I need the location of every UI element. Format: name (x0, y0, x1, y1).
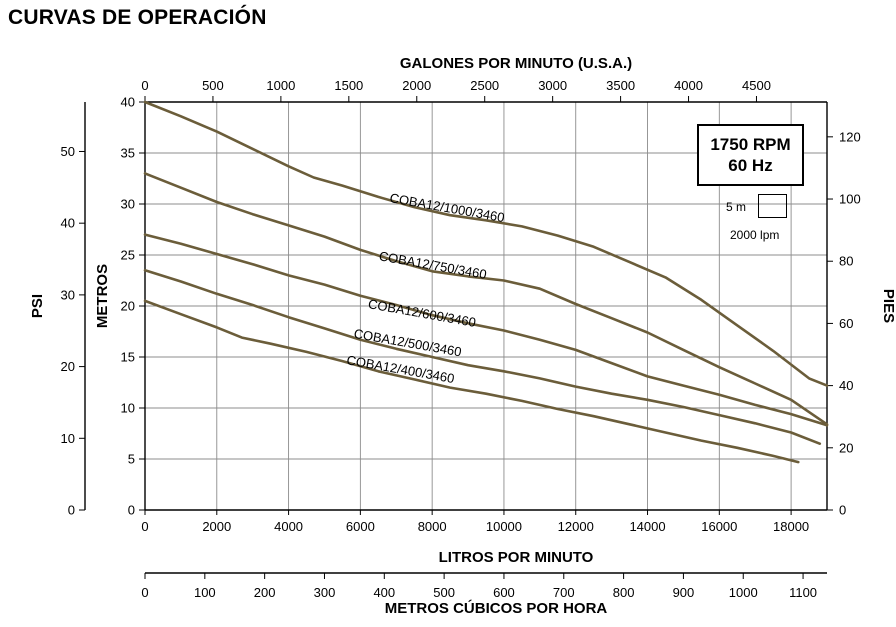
gpm-tick-label: 1500 (334, 78, 363, 93)
psi-tick-label: 20 (61, 359, 75, 374)
lpm-tick-label: 6000 (346, 519, 375, 534)
m3h-tick-label: 400 (373, 585, 395, 600)
metros-tick-label: 15 (121, 350, 135, 365)
gpm-tick-label: 3500 (606, 78, 635, 93)
lpm-tick-label: 14000 (629, 519, 665, 534)
metros-tick-label: 0 (128, 503, 135, 518)
metros-tick-label: 20 (121, 299, 135, 314)
gpm-tick-label: 1000 (266, 78, 295, 93)
psi-tick-label: 40 (61, 216, 75, 231)
pies-tick-label: 100 (839, 192, 861, 207)
m3h-tick-label: 200 (254, 585, 276, 600)
pies-tick-label: 20 (839, 440, 853, 455)
pies-tick-label: 60 (839, 316, 853, 331)
pies-tick-label: 0 (839, 503, 846, 518)
lpm-tick-label: 4000 (274, 519, 303, 534)
metros-tick-label: 25 (121, 248, 135, 263)
psi-axis-title: PSI (29, 294, 46, 318)
m3h-tick-label: 100 (194, 585, 216, 600)
psi-tick-label: 30 (61, 287, 75, 302)
m3h-axis-title: METROS CÚBICOS POR HORA (385, 599, 608, 617)
curve-line (143, 172, 829, 426)
pies-tick-label: 40 (839, 378, 853, 393)
metros-tick-label: 5 (128, 452, 135, 467)
scale-flow-label: 2000 lpm (730, 228, 780, 242)
lpm-tick-label: 16000 (701, 519, 737, 534)
gpm-tick-label: 500 (202, 78, 224, 93)
scale-head-label: 5 m (726, 200, 747, 214)
gpm-axis-title: GALONES POR MINUTO (U.S.A.) (400, 55, 632, 72)
psi-tick-label: 10 (61, 431, 75, 446)
lpm-tick-label: 2000 (202, 519, 231, 534)
curve-line (143, 269, 822, 445)
hz-label: 60 Hz (728, 156, 773, 175)
m3h-tick-label: 500 (433, 585, 455, 600)
gpm-tick-label: 2500 (470, 78, 499, 93)
lpm-tick-label: 10000 (486, 519, 522, 534)
lpm-tick-label: 12000 (558, 519, 594, 534)
m3h-tick-label: 900 (673, 585, 695, 600)
gpm-tick-label: 0 (141, 78, 148, 93)
m3h-tick-label: 600 (493, 585, 515, 600)
metros-tick-label: 40 (121, 95, 135, 110)
gpm-tick-label: 4000 (674, 78, 703, 93)
curve-line (143, 233, 829, 427)
lpm-axis-title: LITROS POR MINUTO (439, 549, 594, 566)
pies-tick-label: 120 (839, 129, 861, 144)
scale-square (758, 194, 787, 218)
curve-label: COBA12/500/3460 (353, 326, 463, 360)
metros-axis-title: METROS (94, 264, 111, 328)
m3h-tick-label: 300 (314, 585, 336, 600)
pies-tick-label: 80 (839, 254, 853, 269)
gpm-tick-label: 2000 (402, 78, 431, 93)
m3h-tick-label: 1000 (729, 585, 758, 600)
gpm-tick-label: 3000 (538, 78, 567, 93)
m3h-tick-label: 800 (613, 585, 635, 600)
lpm-tick-label: 18000 (773, 519, 809, 534)
curve-label: COBA12/1000/3460 (389, 190, 506, 225)
curve-label: COBA12/750/3460 (378, 248, 488, 282)
lpm-tick-label: 0 (141, 519, 148, 534)
curve-line (143, 299, 800, 464)
psi-tick-label: 50 (61, 144, 75, 159)
scale-legend: 5 m 2000 lpm (718, 194, 808, 246)
psi-tick-label: 0 (68, 503, 75, 518)
m3h-tick-label: 700 (553, 585, 575, 600)
rpm-label: 1750 RPM (710, 135, 791, 154)
rpm-box: 1750 RPM 60 Hz (697, 124, 804, 186)
gpm-tick-label: 4500 (742, 78, 771, 93)
page-title: CURVAS DE OPERACIÓN (8, 6, 267, 29)
lpm-tick-label: 8000 (418, 519, 447, 534)
pies-axis-title: PIES (880, 289, 896, 323)
curve-label: COBA12/600/3460 (367, 296, 477, 330)
metros-tick-label: 30 (121, 197, 135, 212)
metros-tick-label: 10 (121, 401, 135, 416)
m3h-tick-label: 0 (141, 585, 148, 600)
metros-tick-label: 35 (121, 146, 135, 161)
m3h-tick-label: 1100 (789, 585, 817, 600)
curve-line (143, 100, 829, 387)
